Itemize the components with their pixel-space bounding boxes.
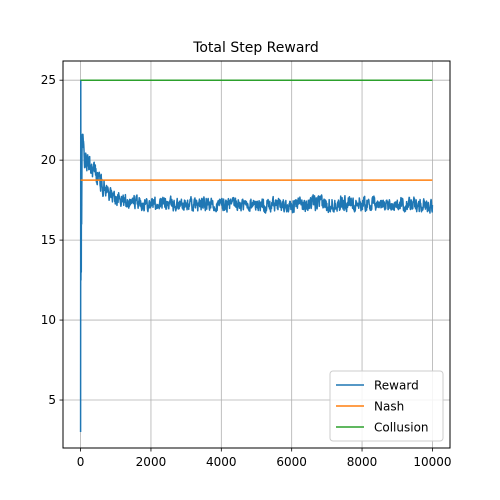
plot-area-frame [62,60,451,449]
legend-label-nash: Nash [374,400,404,414]
x-tick-label-1: 2000 [136,455,167,469]
x-tick-label-3: 6000 [276,455,307,469]
x-tick-label-5: 10000 [413,455,451,469]
y-tick-label-2: 15 [41,233,56,247]
axis-ticks: 0 2000 4000 6000 8000 10000 5 10 15 20 25 [41,73,452,469]
x-tick-label-0: 0 [77,455,85,469]
series-line-reward [79,79,434,433]
legend-label-reward: Reward [374,379,419,393]
y-tick-label-1: 10 [41,313,56,327]
y-tick-label-0: 5 [48,393,56,407]
legend: Reward Nash Collusion [329,370,444,442]
legend-box [329,370,444,442]
x-tick-label-4: 8000 [347,455,378,469]
chart-title: Total Step Reward [192,40,319,56]
y-tick-label-4: 25 [41,73,56,87]
legend-label-collusion: Collusion [374,421,429,435]
plot-series [79,79,434,433]
y-tick-label-3: 20 [41,153,56,167]
x-tick-label-2: 4000 [206,455,237,469]
